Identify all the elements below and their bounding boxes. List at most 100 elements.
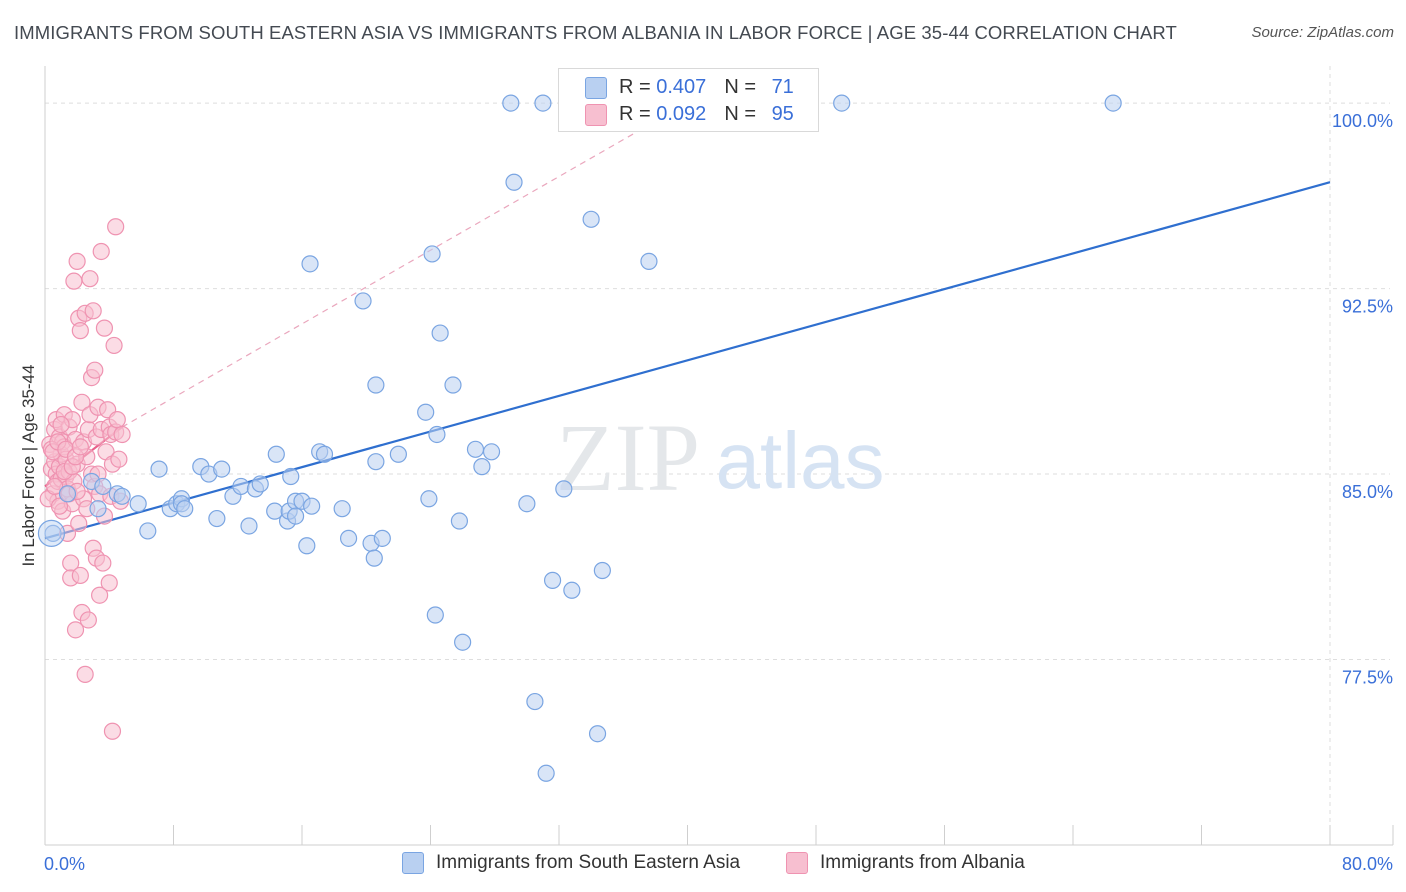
point-albania — [84, 302, 102, 320]
point-albania — [110, 450, 128, 468]
grid-lines — [45, 66, 1390, 845]
series-legend-swatch-blue — [402, 852, 424, 874]
point-albania — [81, 270, 99, 288]
data-points — [37, 94, 1122, 782]
point-albania — [46, 477, 64, 496]
point-south-eastern-asia — [426, 606, 444, 624]
point-south-eastern-asia — [444, 376, 462, 394]
legend-row-pink: R = 0.092 N = 95 — [619, 101, 794, 127]
point-albania — [50, 497, 69, 515]
point-south-eastern-asia — [640, 252, 658, 270]
point-albania — [94, 554, 112, 572]
point-south-eastern-asia — [428, 425, 446, 444]
point-albania — [65, 272, 83, 290]
point-south-eastern-asia — [588, 725, 607, 743]
point-south-eastern-asia — [593, 561, 611, 580]
point-south-eastern-asia — [482, 443, 501, 461]
legend-r-label: R = — [619, 102, 657, 125]
point-south-eastern-asia — [150, 460, 168, 478]
source-attribution: Source: ZipAtlas.com — [1251, 24, 1394, 41]
point-albania — [71, 438, 89, 456]
point-south-eastern-asia — [176, 500, 194, 518]
point-south-eastern-asia — [240, 517, 258, 535]
point-albania — [107, 218, 125, 236]
point-south-eastern-asia — [251, 475, 269, 493]
legend-n-label: N = — [724, 102, 762, 125]
point-albania — [113, 425, 131, 444]
point-south-eastern-asia — [534, 94, 552, 112]
point-south-eastern-asia — [389, 445, 407, 463]
point-albania — [91, 586, 109, 604]
point-south-eastern-asia — [232, 477, 250, 496]
point-albania — [73, 393, 91, 411]
point-south-eastern-asia — [286, 507, 305, 525]
point-albania — [105, 336, 123, 355]
point-albania — [103, 722, 122, 740]
point-south-eastern-asia — [208, 509, 226, 528]
point-south-eastern-asia — [365, 549, 383, 567]
legend-swatch-blue — [585, 77, 607, 99]
point-south-eastern-asia — [563, 581, 581, 599]
chart-title: IMMIGRANTS FROM SOUTH EASTERN ASIA VS IM… — [14, 22, 1177, 43]
legend-n-label: N = — [724, 75, 762, 98]
point-south-eastern-asia — [298, 537, 316, 555]
point-south-eastern-asia — [267, 445, 285, 463]
point-south-eastern-asia — [431, 324, 449, 342]
point-albania — [92, 242, 110, 261]
point-south-eastern-asia — [505, 173, 523, 191]
point-south-eastern-asia — [129, 495, 147, 513]
y-axis-label: In Labor Force | Age 35-44 — [19, 365, 38, 567]
series-legend-item-blue: Immigrants from South Eastern Asia — [402, 852, 740, 874]
point-south-eastern-asia — [454, 633, 472, 651]
point-south-eastern-asia — [139, 522, 157, 540]
series-legend-swatch-pink — [786, 852, 808, 874]
legend-n-value: 95 — [771, 102, 794, 125]
y-tick-label: 77.5% — [1342, 668, 1393, 688]
point-south-eastern-asia — [367, 376, 385, 394]
point-south-eastern-asia — [44, 524, 62, 543]
axis-labels: 77.5% 85.0% 92.5% 100.0% 0.0% 80.0% In Labor F… — [19, 111, 1393, 874]
watermark-zip: ZIP — [556, 404, 700, 511]
point-south-eastern-asia — [502, 94, 520, 112]
y-tick-label: 85.0% — [1342, 482, 1393, 502]
legend-n-value: 71 — [771, 75, 794, 98]
series-legend-item-pink: Immigrants from Albania — [786, 852, 1025, 874]
y-tick-label: 92.5% — [1342, 297, 1393, 317]
point-south-eastern-asia — [417, 403, 435, 421]
series-legend: Immigrants from South Eastern Asia Immig… — [0, 852, 1406, 878]
point-south-eastern-asia — [582, 210, 600, 228]
point-south-eastern-asia — [303, 497, 321, 515]
point-south-eastern-asia — [373, 529, 391, 547]
point-albania — [108, 411, 126, 429]
point-albania — [100, 574, 118, 592]
point-albania — [86, 361, 104, 379]
point-south-eastern-asia-cluster — [37, 519, 66, 548]
point-south-eastern-asia — [1104, 94, 1122, 112]
point-south-eastern-asia — [555, 480, 573, 498]
point-albania — [52, 415, 70, 434]
point-albania — [68, 252, 86, 270]
point-south-eastern-asia — [543, 571, 562, 589]
point-albania — [70, 514, 88, 533]
point-south-eastern-asia — [301, 255, 319, 273]
legend-r-value: 0.407 — [656, 75, 707, 98]
point-south-eastern-asia — [94, 477, 112, 496]
point-south-eastern-asia — [420, 490, 438, 508]
legend-swatch-pink — [585, 104, 607, 126]
legend-r-label: R = — [619, 75, 657, 98]
point-south-eastern-asia — [113, 487, 131, 505]
point-south-eastern-asia — [58, 485, 77, 503]
point-albania — [71, 566, 89, 585]
point-south-eastern-asia — [518, 495, 536, 513]
point-south-eastern-asia — [450, 512, 469, 530]
x-tick-label: 0.0% — [44, 854, 85, 874]
series-legend-label-pink: Immigrants from Albania — [820, 852, 1025, 873]
y-tick-label: 100.0% — [1332, 111, 1393, 131]
point-south-eastern-asia — [526, 692, 544, 711]
point-south-eastern-asia — [333, 500, 351, 518]
point-south-eastern-asia — [833, 94, 851, 112]
x-tick-label: 80.0% — [1342, 854, 1393, 874]
point-albania — [71, 322, 89, 340]
point-albania — [66, 621, 85, 639]
